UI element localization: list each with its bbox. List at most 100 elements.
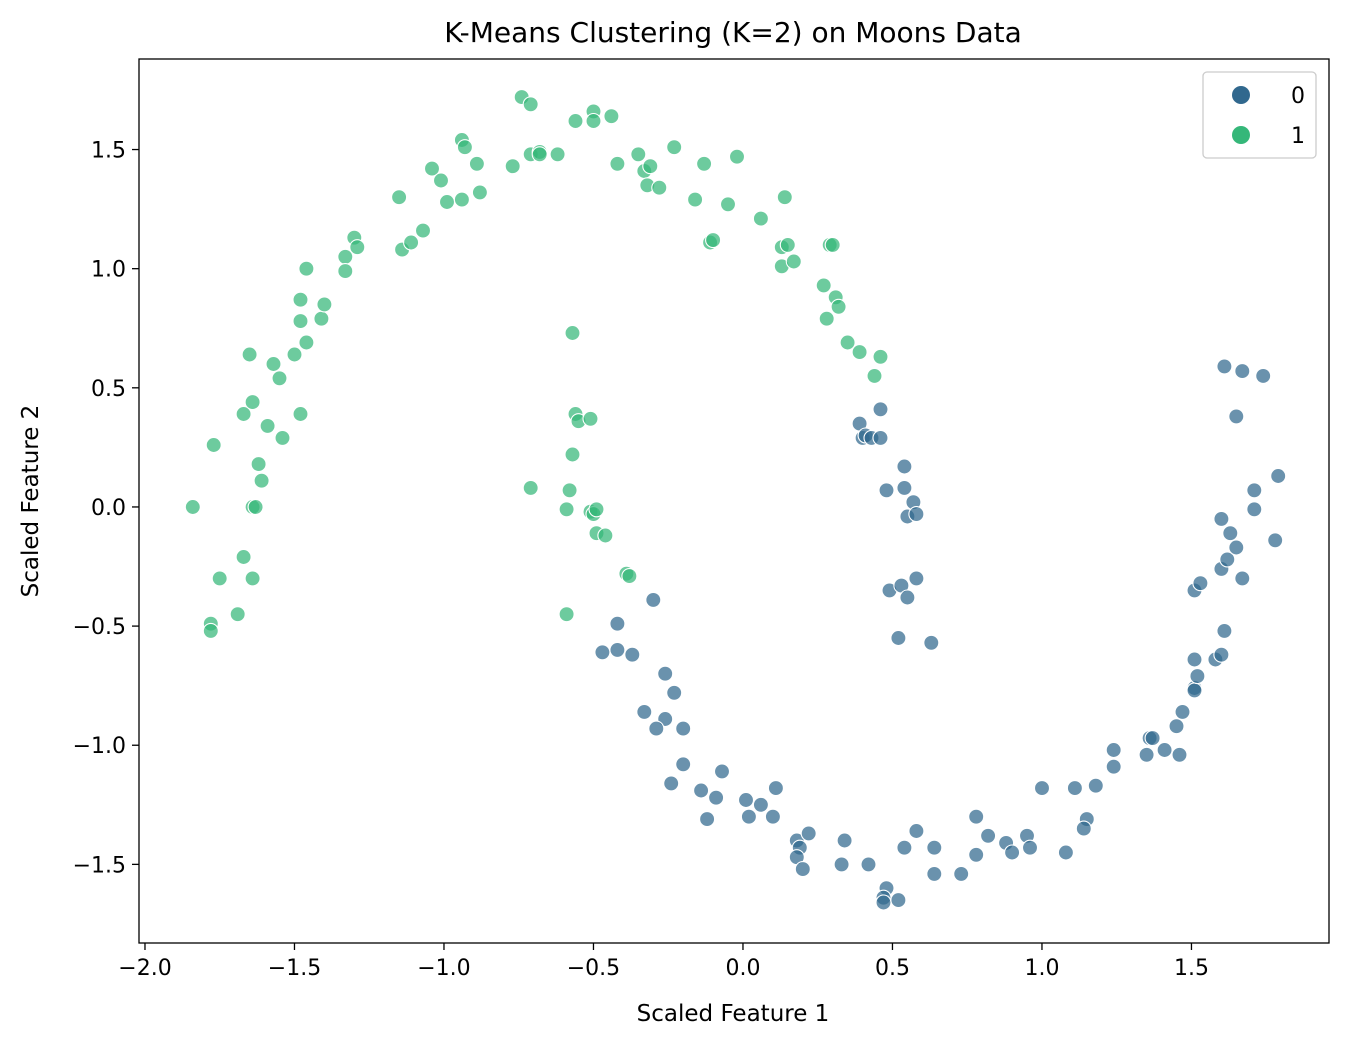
x-axis-label: Scaled Feature 1 [637, 1001, 830, 1027]
point-cluster-1-52 [585, 112, 602, 130]
point-cluster-0-94 [1246, 482, 1263, 499]
point-cluster-1-77 [830, 298, 847, 315]
point-cluster-0-8 [896, 479, 913, 496]
point-cluster-0-72 [1138, 746, 1155, 763]
point-cluster-0-31 [693, 782, 710, 799]
point-cluster-1-26 [316, 296, 333, 313]
point-cluster-1-59 [651, 179, 668, 196]
x-tick-label: −1.5 [268, 956, 321, 981]
point-cluster-0-56 [953, 865, 970, 882]
point-cluster-0-52 [896, 839, 913, 856]
point-cluster-0-20 [594, 644, 611, 661]
point-cluster-0-7 [878, 482, 895, 499]
point-cluster-0-44 [794, 861, 811, 878]
point-cluster-1-83 [564, 324, 581, 342]
point-cluster-0-77 [1171, 746, 1188, 763]
point-cluster-1-48 [531, 146, 548, 163]
point-cluster-1-62 [696, 155, 713, 172]
x-tick-label: 0.0 [725, 956, 760, 981]
y-tick-label: 0.0 [91, 496, 126, 521]
point-cluster-0-80 [1186, 682, 1203, 699]
point-cluster-1-49 [549, 146, 566, 163]
point-cluster-0-87 [1216, 622, 1233, 639]
point-cluster-1-36 [432, 172, 450, 189]
y-tick-label: −0.5 [73, 615, 126, 640]
point-cluster-1-22 [292, 405, 309, 423]
y-tick-label: −1.5 [73, 853, 126, 878]
y-tick-label: −1.0 [73, 734, 126, 759]
point-cluster-0-17 [923, 634, 940, 651]
legend-marker-1 [1232, 126, 1250, 144]
point-cluster-0-18 [645, 591, 662, 608]
point-cluster-1-82 [872, 348, 889, 365]
point-cluster-1-37 [438, 193, 456, 211]
point-cluster-0-45 [836, 832, 853, 849]
point-cluster-1-97 [621, 568, 638, 585]
point-cluster-0-34 [699, 811, 716, 828]
legend-marker-0 [1232, 86, 1250, 104]
point-cluster-0-37 [767, 780, 784, 797]
point-cluster-0-99 [1216, 358, 1233, 375]
point-cluster-0-101 [1255, 367, 1272, 384]
point-cluster-1-23 [298, 334, 315, 351]
point-cluster-0-91 [1234, 570, 1251, 587]
point-cluster-1-21 [292, 291, 309, 308]
point-cluster-0-53 [908, 822, 925, 840]
point-cluster-0-25 [636, 703, 653, 720]
point-cluster-1-30 [349, 239, 366, 256]
point-cluster-1-80 [851, 344, 868, 361]
point-cluster-0-89 [1219, 551, 1236, 568]
point-cluster-0-30 [663, 775, 680, 792]
point-cluster-0-78 [1174, 703, 1191, 720]
point-cluster-1-93 [588, 501, 605, 518]
point-cluster-1-19 [286, 346, 303, 363]
point-cluster-0-24 [666, 684, 683, 701]
point-cluster-1-95 [597, 527, 614, 544]
point-cluster-0-68 [1075, 820, 1092, 837]
point-cluster-0-58 [980, 827, 997, 844]
point-cluster-0-50 [875, 894, 892, 911]
point-cluster-1-0 [184, 498, 201, 516]
point-cluster-1-20 [292, 313, 309, 330]
point-cluster-1-17 [271, 370, 288, 387]
point-cluster-0-97 [1270, 467, 1287, 485]
point-cluster-1-24 [298, 260, 315, 277]
point-cluster-0-82 [1189, 668, 1206, 685]
point-cluster-1-53 [603, 108, 620, 125]
legend: 01 [1202, 71, 1317, 159]
y-axis-label: Scaled Feature 2 [18, 405, 44, 598]
x-tick-label: 1.5 [1174, 956, 1209, 981]
point-cluster-0-51 [890, 892, 907, 909]
point-cluster-1-40 [453, 191, 470, 208]
point-cluster-1-71 [779, 236, 796, 253]
plot-frame [138, 58, 1330, 944]
point-cluster-0-16 [890, 629, 907, 647]
point-cluster-0-59 [968, 846, 985, 863]
point-cluster-0-92 [1213, 510, 1230, 527]
point-cluster-1-13 [250, 456, 267, 473]
point-cluster-1-15 [259, 417, 276, 434]
x-axis: −2.0 −1.5 −1.0 −0.5 0.0 0.5 1.0 1.5 [118, 943, 1209, 981]
point-cluster-0-100 [1234, 363, 1251, 380]
point-cluster-1-79 [839, 334, 856, 351]
point-cluster-0-84 [1192, 575, 1209, 592]
point-cluster-1-45 [522, 96, 539, 113]
point-cluster-1-61 [687, 191, 704, 208]
point-cluster-0-54 [926, 839, 943, 856]
point-cluster-1-7 [235, 405, 252, 423]
point-cluster-1-28 [337, 263, 354, 280]
legend-label-0: 0 [1291, 84, 1305, 109]
point-cluster-1-67 [752, 210, 769, 227]
point-cluster-0-28 [675, 720, 692, 737]
point-cluster-0-33 [708, 789, 725, 806]
point-cluster-1-66 [728, 148, 746, 165]
point-cluster-1-41 [468, 155, 485, 172]
point-cluster-0-61 [1004, 844, 1021, 861]
point-cluster-0-71 [1105, 758, 1122, 775]
point-cluster-0-5 [872, 429, 889, 446]
point-cluster-1-16 [265, 355, 282, 373]
point-cluster-1-25 [313, 310, 330, 327]
point-cluster-1-33 [403, 234, 420, 251]
point-cluster-0-93 [1222, 525, 1239, 542]
point-cluster-1-6 [235, 548, 252, 566]
